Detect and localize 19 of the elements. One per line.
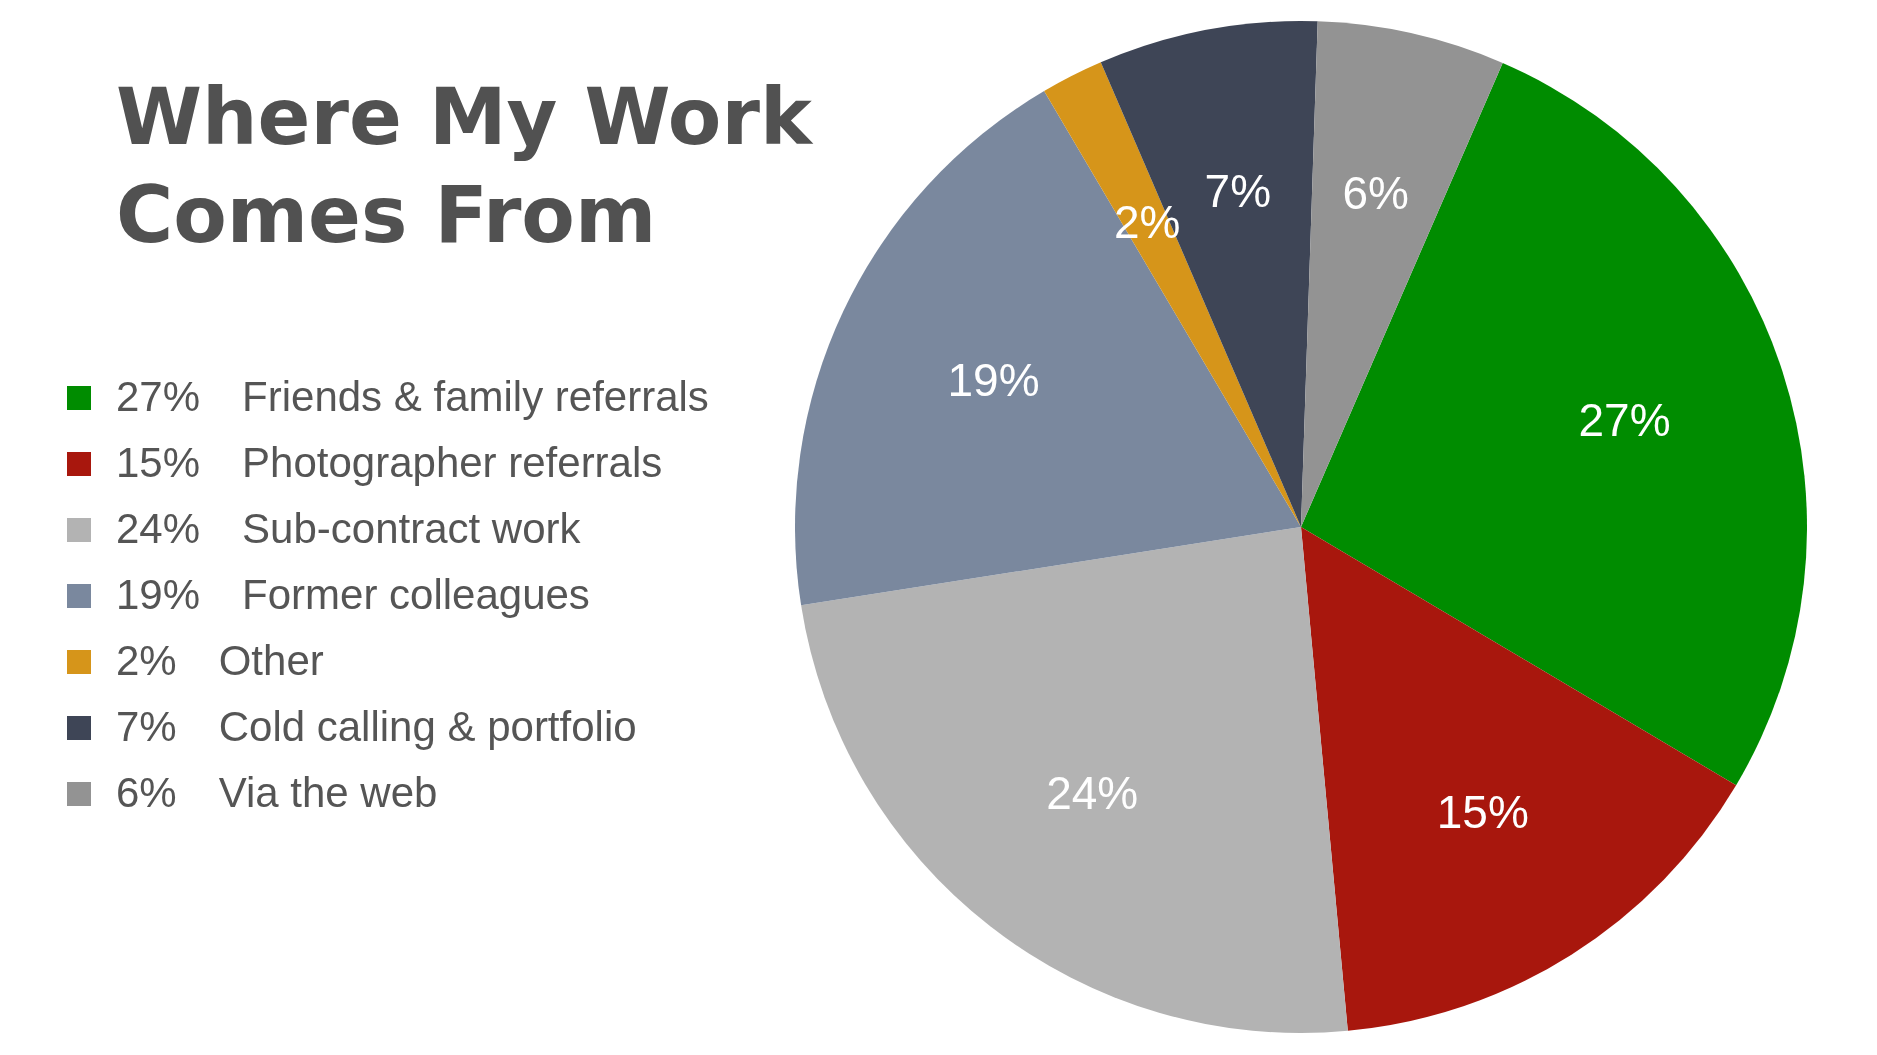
pie-slice	[1301, 62, 1807, 786]
data-label: 24%	[1046, 767, 1139, 820]
data-label: 19%	[947, 353, 1040, 406]
legend-label: 7% Cold calling & portfolio	[116, 703, 637, 750]
legend-label: 6% Via the web	[116, 769, 438, 816]
data-label: 6%	[1342, 167, 1409, 220]
legend-label: 24% Sub-contract work	[116, 505, 582, 552]
pie-slice	[801, 527, 1348, 1033]
pie-slice	[1100, 21, 1318, 527]
data-label: 7%	[1204, 164, 1272, 217]
legend-label: 15% Photographer referrals	[116, 439, 663, 486]
data-label: 15%	[1436, 786, 1529, 839]
legend-label: 2% Other	[116, 637, 324, 684]
legend-label: 27% Friends & family referrals	[116, 373, 709, 420]
pie-slice	[1301, 21, 1503, 527]
pie-slice	[1301, 527, 1737, 1031]
legend-label: 19% Former colleagues	[116, 571, 590, 618]
text: Where My Work Comes From	[116, 72, 814, 260]
data-label: 27%	[1578, 394, 1671, 447]
